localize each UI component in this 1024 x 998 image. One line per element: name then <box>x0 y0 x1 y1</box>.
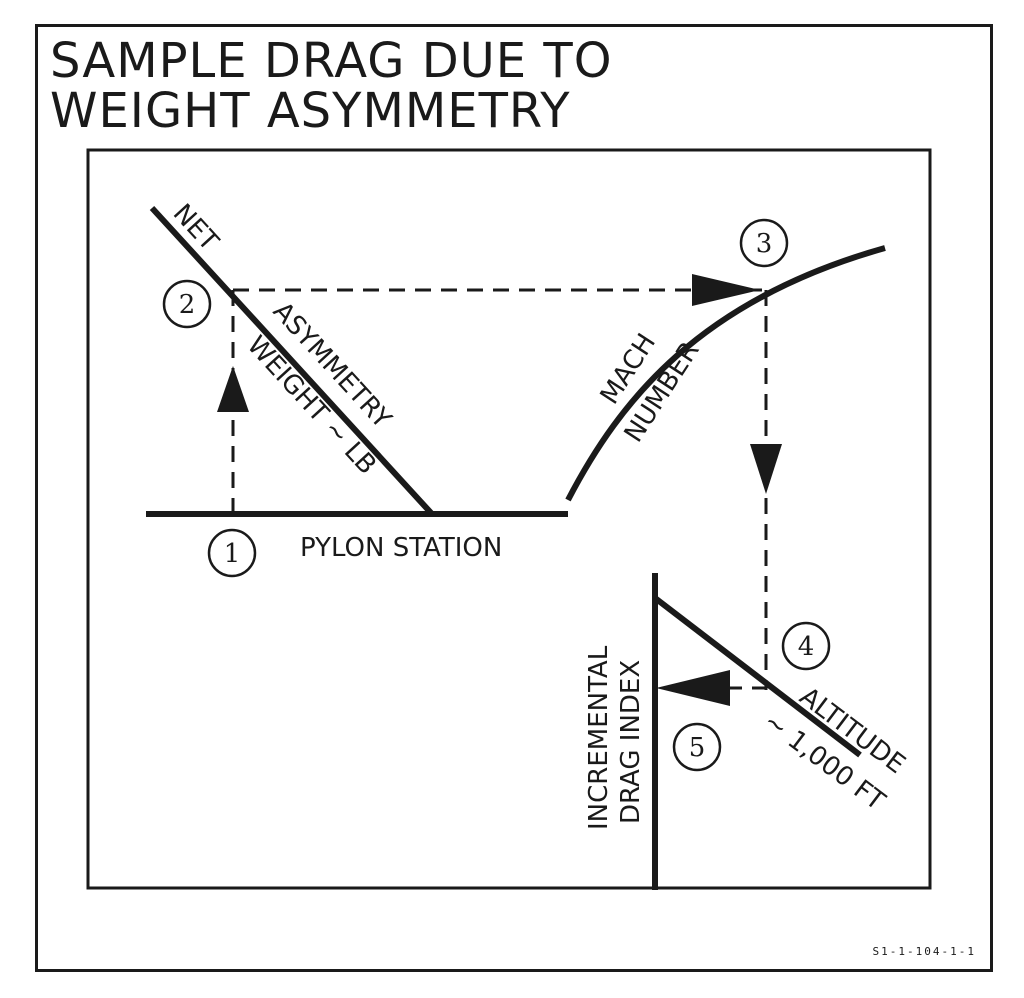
up-arrow <box>217 366 249 412</box>
outer-frame <box>35 24 993 972</box>
step-5-label: 5 <box>689 733 706 763</box>
left-arrow <box>656 670 730 706</box>
figure-id: S1-1-104-1-1 <box>872 945 976 958</box>
right-arrow <box>692 274 760 306</box>
pylon-station-label: PYLON STATION <box>300 533 502 563</box>
step-4-label: 4 <box>798 632 815 662</box>
chart-title: SAMPLE DRAG DUE TO WEIGHT ASYMMETRY <box>50 36 612 136</box>
step-marker-5: 5 <box>672 722 722 772</box>
step-3-label: 3 <box>756 229 773 259</box>
title-line-1: SAMPLE DRAG DUE TO <box>50 33 613 89</box>
step-1-label: 1 <box>224 539 241 569</box>
step-marker-3: 3 <box>739 218 789 268</box>
altitude-line <box>653 595 862 758</box>
mach-number-curve <box>565 245 886 502</box>
down-arrow <box>750 444 782 494</box>
inner-frame <box>86 148 932 890</box>
step-marker-4: 4 <box>781 621 831 671</box>
net-asymmetry-line <box>149 205 435 517</box>
step-marker-1: 1 <box>207 528 257 578</box>
title-line-2: WEIGHT ASYMMETRY <box>50 83 571 139</box>
drag-index-label: DRAG INDEX <box>616 660 646 824</box>
step-marker-2: 2 <box>162 279 212 329</box>
net-label: NET <box>167 198 224 257</box>
incremental-label: INCREMENTAL <box>584 645 614 830</box>
step-2-label: 2 <box>179 290 196 320</box>
